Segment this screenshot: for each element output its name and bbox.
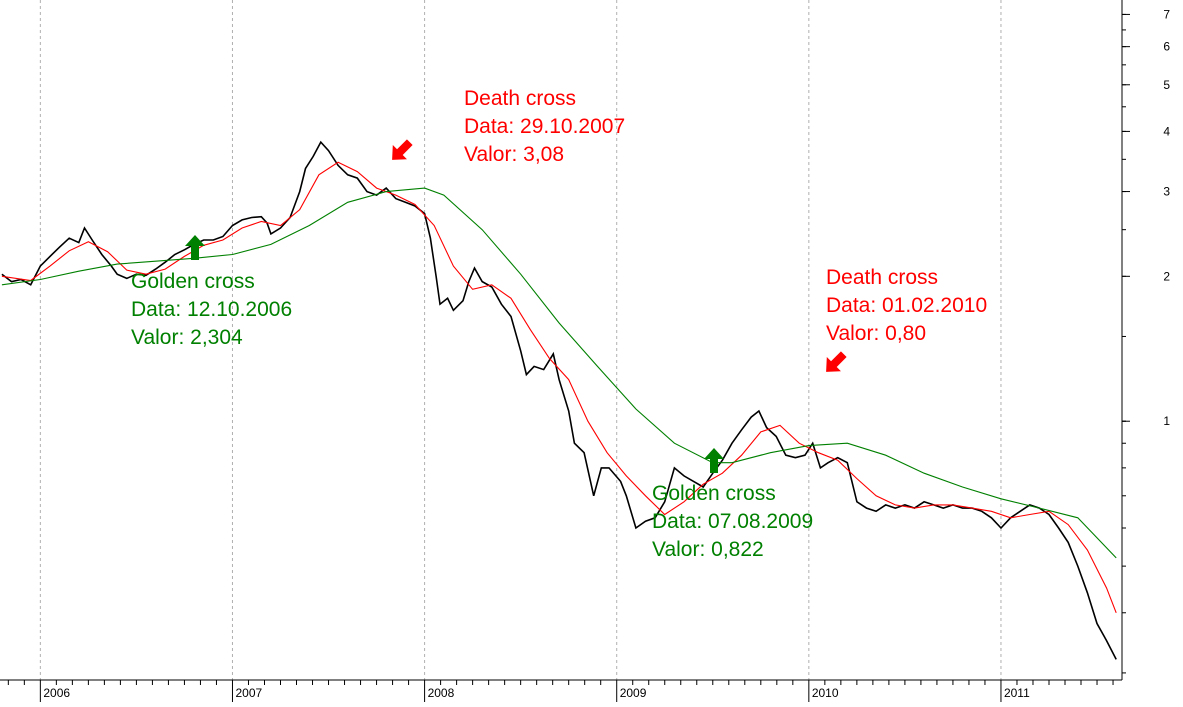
annotation-line: Data: 07.08.2009 xyxy=(652,510,813,533)
up-arrow-icon xyxy=(185,235,205,260)
y-tick-label: 7 xyxy=(1163,7,1170,21)
price-series-line xyxy=(1,140,1117,660)
annotation-line: Data: 01.02.2010 xyxy=(826,294,987,317)
y-tick-label: 6 xyxy=(1163,40,1170,54)
up-arrow-icon xyxy=(704,448,724,473)
annotation-line: Death cross xyxy=(464,87,576,110)
short-ma-line xyxy=(1,161,1117,613)
y-tick-label: 2 xyxy=(1163,269,1170,283)
annotation-line: Golden cross xyxy=(131,270,255,293)
y-tick-label: 3 xyxy=(1163,185,1170,199)
long-ma-line xyxy=(1,187,1117,559)
x-tick-label: 2007 xyxy=(235,686,262,700)
arrow-shape xyxy=(392,139,413,160)
x-tick-label: 2011 xyxy=(1004,686,1030,700)
golden-cross-1-annotation: Golden cross Data: 12.10.2006 Valor: 2,304 xyxy=(131,235,292,349)
y-tick-label: 1 xyxy=(1163,414,1170,428)
annotation-line: Valor: 3,08 xyxy=(464,143,564,166)
x-tick-label: 2009 xyxy=(620,686,647,700)
annotation-layer: Golden cross Data: 12.10.2006 Valor: 2,304… xyxy=(131,87,987,561)
x-tick-label: 2010 xyxy=(812,686,839,700)
annotation-line: Data: 29.10.2007 xyxy=(464,115,625,138)
death-cross-1-annotation: Death cross Data: 29.10.2007 Valor: 3,08 xyxy=(392,87,625,166)
golden-cross-2-annotation: Golden cross Data: 07.08.2009 Valor: 0,822 xyxy=(652,448,813,561)
annotation-line: Data: 12.10.2006 xyxy=(131,298,292,321)
annotation-line: Valor: 0,822 xyxy=(652,538,764,561)
y-tick-label: 5 xyxy=(1163,78,1170,92)
series-layer xyxy=(1,140,1117,660)
annotation-line: Death cross xyxy=(826,266,938,289)
down-left-arrow-icon xyxy=(392,139,413,160)
annotation-line: Valor: 2,304 xyxy=(131,326,243,349)
annotation-line: Valor: 0,80 xyxy=(826,322,926,345)
down-left-arrow-icon xyxy=(826,351,847,372)
grid-layer xyxy=(39,0,1002,680)
arrow-shape xyxy=(826,351,847,372)
death-cross-2-annotation: Death cross Data: 01.02.2010 Valor: 0,80 xyxy=(826,266,987,372)
x-tick-label: 2008 xyxy=(428,686,455,700)
annotation-line: Golden cross xyxy=(652,482,776,505)
y-tick-label: 4 xyxy=(1163,124,1170,138)
x-tick-label: 2006 xyxy=(43,686,70,700)
